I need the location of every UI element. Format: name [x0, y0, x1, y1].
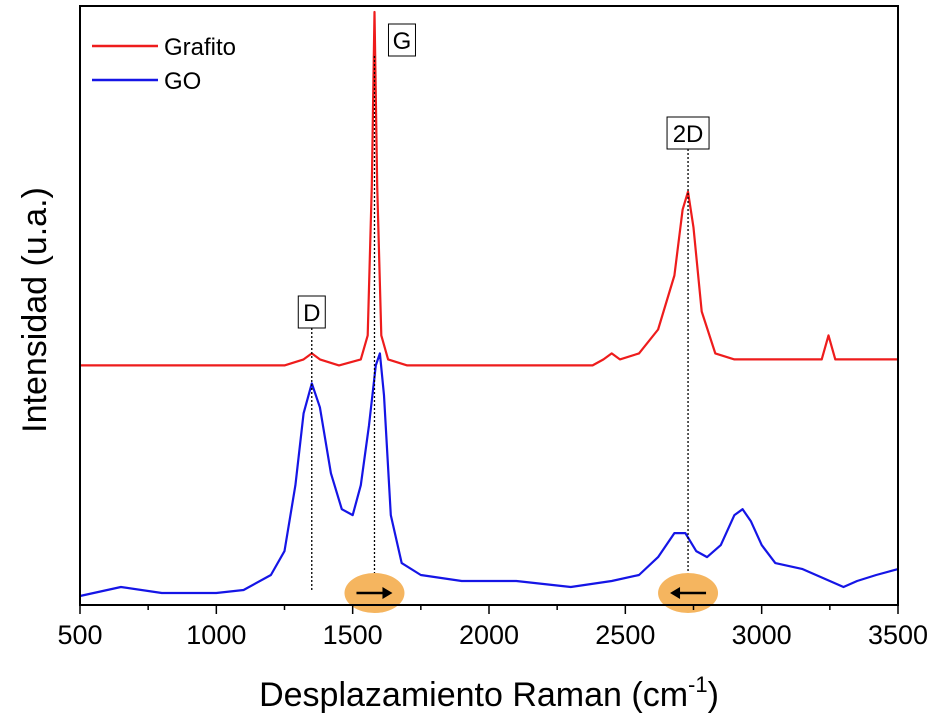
shift-arrow-head-2: [670, 587, 681, 599]
legend: Grafito GO: [92, 34, 236, 95]
y-axis-title: Intensidad (u.a.): [16, 187, 54, 433]
peak-annotations-layer: D G 2D: [297, 23, 710, 590]
plot-series-layer: [79, 10, 899, 598]
series-line-go: [79, 352, 899, 598]
series-line-grafito: [80, 10, 898, 367]
peak-label-box-d: [297, 295, 326, 329]
x-axis-title-close: ): [708, 676, 719, 714]
legend-label-grafito: Grafito: [164, 34, 236, 61]
peak-label-g: G: [393, 28, 412, 55]
peak-label-2d: 2D: [673, 121, 704, 148]
peak-label-box-g: [387, 23, 416, 57]
x-tick-label: 2000: [459, 620, 519, 650]
peak-label-box-2d: [666, 116, 710, 150]
x-tick-label: 3500: [868, 620, 928, 650]
legend-label-go: GO: [164, 68, 201, 95]
x-tick-label: 1500: [323, 620, 383, 650]
x-tick-label: 500: [57, 620, 102, 650]
x-tick-label: 2500: [595, 620, 655, 650]
x-axis: 500 1000 1500 2000 2500 3000 3500: [57, 605, 928, 650]
x-tick-label: 1000: [186, 620, 246, 650]
shift-arrow-head-1: [382, 587, 393, 599]
x-tick-label: 3000: [732, 620, 792, 650]
shift-markers-layer: [344, 573, 719, 613]
x-axis-title-superscript: -1: [688, 672, 708, 697]
x-axis-title-main: Desplazamiento Raman (cm: [259, 676, 688, 714]
x-axis-title: Desplazamiento Raman (cm-1): [259, 672, 719, 714]
peak-label-d: D: [303, 300, 320, 327]
